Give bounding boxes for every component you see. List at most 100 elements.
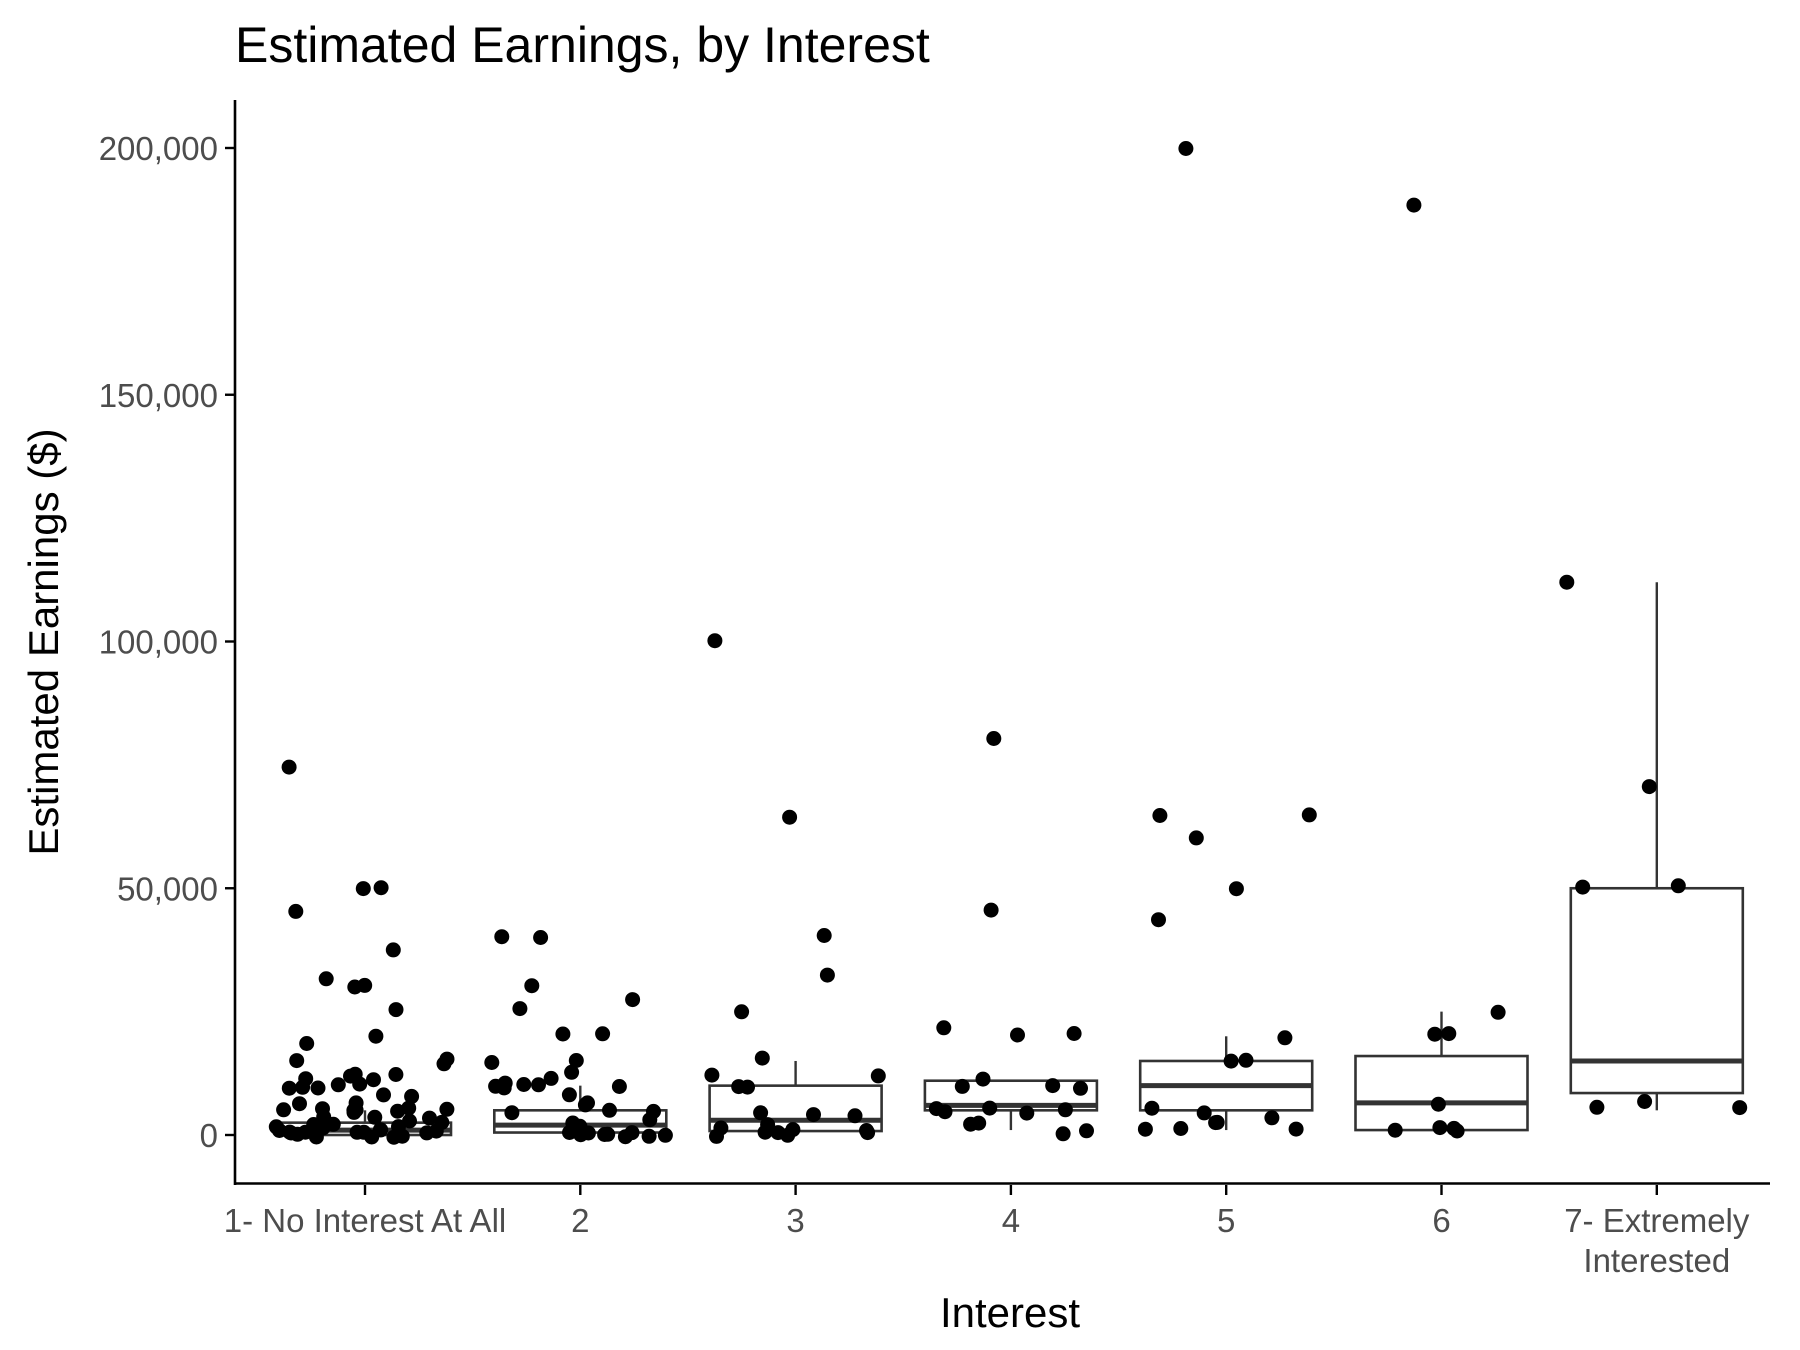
data-point: [295, 1079, 311, 1095]
y-axis: 0 50,000 100,000 150,000 200,000: [99, 130, 235, 1154]
data-point: [318, 971, 334, 987]
data-point: [954, 1078, 970, 1094]
data-point: [641, 1128, 657, 1144]
x-axis: 1- No Interest At All 2 3 4 5 6 7- Extremely In…: [224, 1185, 1750, 1279]
data-point: [385, 942, 401, 958]
data-point: [1575, 879, 1591, 895]
y-axis-title: Estimated Earnings ($): [20, 428, 67, 855]
data-point: [404, 1088, 420, 1104]
chart-title: Estimated Earnings, by Interest: [235, 17, 930, 73]
data-point: [1264, 1110, 1280, 1126]
data-point: [561, 1087, 577, 1103]
plot-area: [268, 141, 1748, 1145]
x-tick-label: 5: [1217, 1202, 1235, 1239]
data-point: [1079, 1123, 1094, 1139]
data-point: [1073, 1080, 1088, 1096]
x-axis-title: Interest: [940, 1289, 1080, 1336]
data-point: [819, 967, 835, 983]
data-point: [611, 1079, 627, 1094]
x-tick-label: 6: [1432, 1202, 1450, 1239]
x-tick-label: 3: [786, 1202, 804, 1239]
data-point: [388, 1067, 404, 1082]
y-tick-label: 150,000: [99, 377, 218, 414]
data-point: [1432, 1120, 1448, 1136]
data-point: [757, 1124, 773, 1140]
data-point: [282, 1124, 298, 1140]
data-point: [602, 1102, 617, 1118]
data-point: [366, 1072, 381, 1088]
data-point: [330, 1077, 346, 1093]
data-point: [1178, 141, 1194, 156]
data-point: [1559, 574, 1575, 590]
data-point: [1019, 1105, 1035, 1121]
data-point: [936, 1020, 952, 1036]
data-point: [983, 902, 999, 918]
data-point: [847, 1108, 863, 1124]
y-tick-label: 50,000: [117, 870, 218, 907]
x-tick-label: 4: [1002, 1202, 1020, 1239]
data-point: [288, 903, 304, 919]
data-point: [1387, 1122, 1403, 1138]
data-point: [734, 1004, 750, 1020]
data-point: [289, 1053, 305, 1069]
data-point: [870, 1068, 886, 1084]
point-group: [1387, 197, 1506, 1139]
box-plot: [1138, 1036, 1314, 1131]
data-point: [1045, 1078, 1061, 1094]
data-point: [276, 1102, 292, 1118]
data-point: [1208, 1115, 1224, 1131]
data-point: [986, 731, 1002, 746]
data-point: [1589, 1099, 1605, 1115]
data-point: [419, 1125, 435, 1141]
data-point: [543, 1070, 559, 1086]
data-point: [562, 1125, 577, 1140]
box: [1354, 1054, 1529, 1132]
data-point: [564, 1064, 580, 1080]
data-point: [386, 1129, 402, 1145]
data-point: [299, 1036, 315, 1051]
data-point: [488, 1078, 504, 1094]
data-point: [1732, 1100, 1748, 1116]
data-point: [1137, 1121, 1153, 1137]
data-point: [1152, 808, 1168, 823]
data-point: [367, 1109, 383, 1125]
data-point: [1449, 1123, 1465, 1139]
data-point: [1010, 1027, 1025, 1043]
data-point: [625, 992, 641, 1008]
y-tick-label: 200,000: [99, 130, 218, 167]
data-point: [1406, 197, 1422, 213]
data-point: [754, 1050, 770, 1066]
data-point: [753, 1105, 769, 1121]
data-point: [595, 1026, 611, 1042]
data-point: [1173, 1121, 1189, 1136]
data-point: [368, 1028, 384, 1044]
data-point: [352, 1076, 368, 1092]
data-point: [1066, 1026, 1082, 1041]
data-point: [516, 1077, 532, 1092]
data-point: [297, 1124, 313, 1140]
point-group: [1559, 574, 1748, 1116]
data-point: [281, 1080, 297, 1096]
data-point: [292, 1096, 307, 1112]
data-point: [1151, 912, 1166, 928]
point-group: [484, 929, 673, 1145]
data-point: [512, 1001, 528, 1017]
data-point: [975, 1071, 991, 1087]
data-point: [484, 1055, 500, 1070]
box-plot: [1569, 582, 1745, 1111]
data-point: [568, 1053, 584, 1068]
data-point: [1055, 1126, 1071, 1142]
y-tick-label: 0: [200, 1117, 218, 1154]
data-point: [555, 1026, 571, 1042]
data-point: [439, 1101, 455, 1117]
data-point: [310, 1080, 326, 1096]
data-point: [1228, 881, 1244, 897]
data-point: [806, 1107, 821, 1123]
data-point: [1057, 1102, 1073, 1118]
data-point: [1490, 1004, 1506, 1020]
box-plot: [1354, 1011, 1529, 1132]
data-point: [642, 1112, 658, 1128]
data-point: [281, 759, 297, 775]
x-tick-label: 7- Extremely Interested: [1564, 1202, 1750, 1279]
